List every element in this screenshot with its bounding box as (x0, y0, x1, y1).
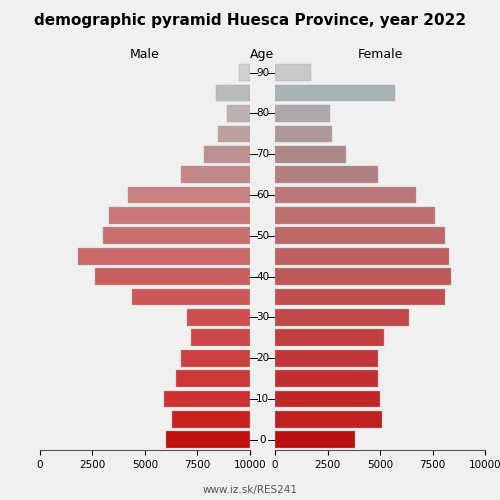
Bar (187, 309, 250, 326)
Bar (164, 390, 250, 407)
Title: Female: Female (358, 48, 403, 62)
Bar (275, 207, 434, 224)
Bar (275, 84, 394, 102)
Text: 10: 10 (256, 394, 269, 404)
Bar (275, 248, 450, 264)
Bar (275, 146, 346, 162)
Title: Male: Male (130, 48, 160, 62)
Bar (216, 84, 250, 102)
Bar (172, 411, 250, 428)
Bar (275, 166, 378, 183)
Bar (180, 350, 250, 366)
Bar (275, 228, 445, 244)
Bar (275, 432, 355, 448)
Bar (110, 207, 250, 224)
Bar (218, 126, 250, 142)
Bar (227, 105, 250, 122)
Text: 20: 20 (256, 353, 269, 363)
Bar (94, 268, 250, 285)
Text: 50: 50 (256, 231, 269, 241)
Bar (275, 411, 382, 428)
Bar (128, 186, 250, 204)
Bar (176, 370, 250, 387)
Bar (275, 268, 452, 285)
Bar (275, 350, 378, 366)
Text: demographic pyramid Huesca Province, year 2022: demographic pyramid Huesca Province, yea… (34, 12, 466, 28)
Bar (275, 64, 311, 81)
Bar (240, 64, 250, 81)
Title: Age: Age (250, 48, 274, 62)
Bar (204, 146, 250, 162)
Bar (275, 370, 378, 387)
Bar (275, 390, 380, 407)
Bar (166, 432, 250, 448)
Bar (132, 288, 250, 306)
Bar (78, 248, 250, 264)
Bar (275, 330, 384, 346)
Bar (275, 288, 445, 306)
Text: 80: 80 (256, 108, 269, 118)
Bar (275, 105, 330, 122)
Text: www.iz.sk/RES241: www.iz.sk/RES241 (202, 485, 298, 495)
Bar (103, 228, 250, 244)
Bar (275, 186, 416, 204)
Text: 70: 70 (256, 150, 269, 160)
Text: 90: 90 (256, 68, 269, 78)
Bar (275, 309, 409, 326)
Text: 60: 60 (256, 190, 269, 200)
Bar (275, 126, 332, 142)
Text: 0: 0 (260, 435, 266, 445)
Bar (191, 330, 250, 346)
Text: 40: 40 (256, 272, 269, 281)
Bar (180, 166, 250, 183)
Text: 30: 30 (256, 312, 269, 322)
